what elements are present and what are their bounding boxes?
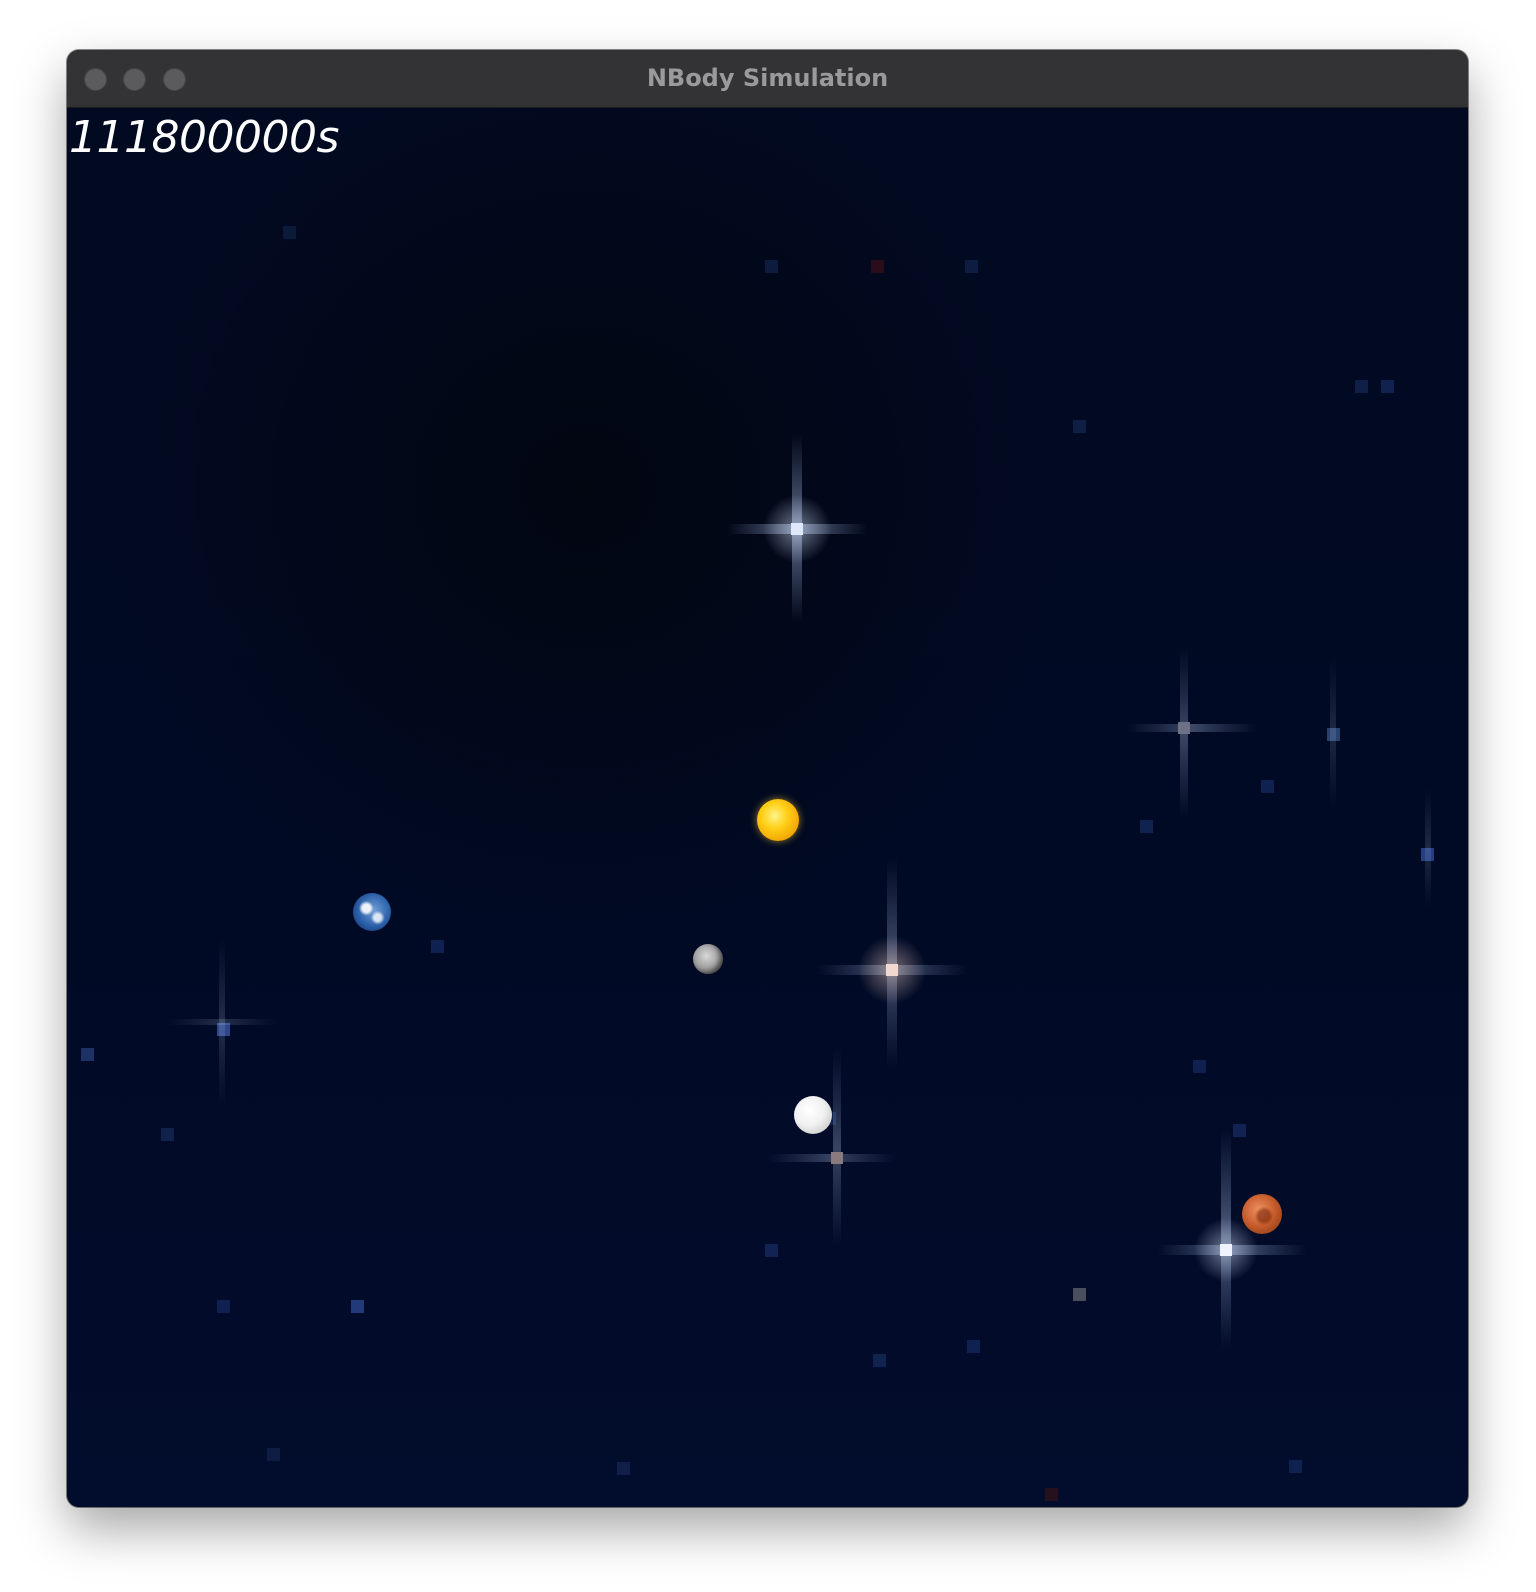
background-star <box>1045 1488 1058 1501</box>
bright-star <box>767 1048 897 1248</box>
background-star <box>873 1354 886 1367</box>
title-bar[interactable]: NBody Simulation <box>67 50 1468 108</box>
sparkle-stars <box>167 433 1431 1348</box>
background-star <box>1233 1124 1246 1137</box>
faint-star <box>1330 658 1431 908</box>
faint-star <box>167 938 277 1108</box>
bright-star <box>817 858 967 1068</box>
background-star <box>1381 380 1394 393</box>
earth-icon <box>353 893 391 931</box>
simulation-canvas[interactable]: 111800000s <box>67 108 1468 1507</box>
elapsed-time-label: 111800000s <box>69 112 339 163</box>
background-star <box>267 1448 280 1461</box>
mars-icon <box>1242 1194 1282 1234</box>
app-window: NBody Simulation <box>67 50 1468 1507</box>
background-star <box>1289 1460 1302 1473</box>
minimize-button[interactable] <box>123 68 146 91</box>
background-star <box>1140 820 1153 833</box>
background-star <box>871 260 884 273</box>
bright-star <box>727 433 867 623</box>
background-star <box>1193 1060 1206 1073</box>
bright-star <box>1157 1128 1307 1348</box>
background-star <box>283 226 296 239</box>
venus-icon <box>794 1096 832 1134</box>
background-star <box>81 1048 94 1061</box>
background-star <box>431 940 444 953</box>
background-star <box>1261 780 1274 793</box>
background-star <box>765 1244 778 1257</box>
close-button[interactable] <box>84 68 107 91</box>
window-title: NBody Simulation <box>646 64 889 92</box>
bright-star <box>1127 648 1257 818</box>
background-star <box>1073 420 1086 433</box>
sun-icon <box>757 799 799 841</box>
background-star <box>161 1128 174 1141</box>
background-star <box>1073 1288 1086 1301</box>
background-star <box>967 1340 980 1353</box>
zoom-button[interactable] <box>163 68 186 91</box>
background-star <box>617 1462 630 1475</box>
background-star <box>965 260 978 273</box>
background-star <box>765 260 778 273</box>
background-star <box>1355 380 1368 393</box>
moon-icon <box>693 944 723 974</box>
background-star <box>351 1300 364 1313</box>
background-star <box>217 1300 230 1313</box>
